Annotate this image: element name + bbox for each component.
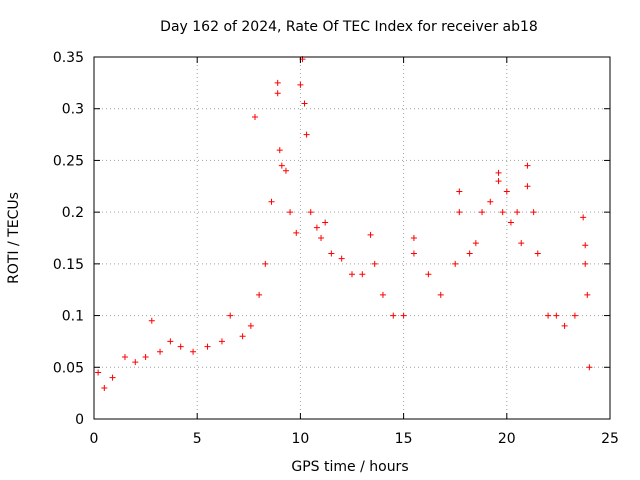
data-point	[282, 167, 289, 174]
data-point	[297, 81, 304, 88]
data-point	[524, 162, 531, 169]
data-point	[148, 317, 155, 324]
data-point	[109, 374, 116, 381]
y-tick-label: 0.3	[62, 102, 84, 118]
y-tick-label: 0.1	[62, 309, 84, 325]
data-point	[456, 209, 463, 216]
data-point	[561, 322, 568, 329]
data-point	[278, 162, 285, 169]
data-point	[167, 338, 174, 345]
data-point	[274, 79, 281, 86]
data-point	[338, 255, 345, 262]
data-point	[204, 343, 211, 350]
data-point	[503, 188, 510, 195]
data-point	[371, 260, 378, 267]
data-point	[190, 348, 197, 355]
data-point	[313, 224, 320, 231]
data-point	[132, 359, 139, 366]
data-point	[293, 229, 300, 236]
data-point	[157, 348, 164, 355]
data-point	[256, 291, 263, 298]
data-point	[495, 178, 502, 185]
data-point	[514, 209, 521, 216]
data-point	[580, 214, 587, 221]
data-point	[400, 312, 407, 319]
data-point	[367, 231, 374, 238]
data-point	[95, 369, 102, 376]
data-point	[307, 209, 314, 216]
data-point	[379, 291, 386, 298]
data-point	[582, 260, 589, 267]
data-point	[524, 183, 531, 190]
y-tick-label: 0.35	[53, 50, 84, 66]
data-point	[177, 343, 184, 350]
y-tick-label: 0.25	[53, 153, 84, 169]
data-point	[545, 312, 552, 319]
data-point	[479, 209, 486, 216]
data-point	[239, 333, 246, 340]
data-point	[437, 291, 444, 298]
data-point	[586, 364, 593, 371]
data-point	[487, 198, 494, 205]
data-point	[142, 353, 149, 360]
data-point	[390, 312, 397, 319]
data-point	[303, 131, 310, 138]
x-tick-label: 25	[601, 431, 619, 447]
x-tick-label: 0	[90, 431, 99, 447]
data-point	[456, 188, 463, 195]
data-point	[274, 90, 281, 97]
axis-ticks: 0 5 10 15 20 25 0 0.05 0.1 0.15 0.2 0.25 0.3 0.35	[53, 50, 619, 447]
data-point	[534, 250, 541, 257]
data-point	[322, 219, 329, 226]
data-point	[472, 240, 479, 247]
data-point	[328, 250, 335, 257]
data-point	[301, 100, 308, 107]
data-point	[101, 384, 108, 391]
data-point	[251, 113, 258, 120]
data-point	[247, 322, 254, 329]
x-tick-label: 15	[395, 431, 413, 447]
grid	[94, 57, 610, 419]
data-point	[584, 291, 591, 298]
data-point	[268, 198, 275, 205]
data-point	[553, 312, 560, 319]
data-point	[518, 240, 525, 247]
data-point	[571, 312, 578, 319]
data-point	[287, 209, 294, 216]
y-axis-label: ROTI / TECUs	[6, 192, 22, 284]
y-tick-label: 0	[75, 412, 84, 428]
data-point	[466, 250, 473, 257]
data-point	[452, 260, 459, 267]
data-point	[359, 271, 366, 278]
data-point	[410, 250, 417, 257]
data-point	[507, 219, 514, 226]
data-point	[121, 353, 128, 360]
y-tick-label: 0.05	[53, 360, 84, 376]
data-point	[276, 147, 283, 154]
data-point	[530, 209, 537, 216]
x-tick-label: 10	[291, 431, 309, 447]
data-point	[262, 260, 269, 267]
data-point	[425, 271, 432, 278]
x-axis-label: GPS time / hours	[291, 459, 408, 475]
data-point	[499, 209, 506, 216]
data-point	[218, 338, 225, 345]
data-point	[582, 242, 589, 249]
data-point	[227, 312, 234, 319]
data-point	[318, 235, 325, 241]
data-point	[349, 271, 355, 278]
y-tick-label: 0.2	[62, 205, 84, 221]
data-point	[410, 235, 417, 241]
data-point	[495, 169, 502, 176]
x-tick-label: 5	[193, 431, 202, 447]
chart-title: Day 162 of 2024, Rate Of TEC Index for r…	[160, 19, 538, 35]
y-tick-label: 0.15	[53, 257, 84, 273]
data-points	[95, 56, 593, 391]
x-tick-label: 20	[498, 431, 516, 447]
plot-frame	[93, 56, 611, 420]
